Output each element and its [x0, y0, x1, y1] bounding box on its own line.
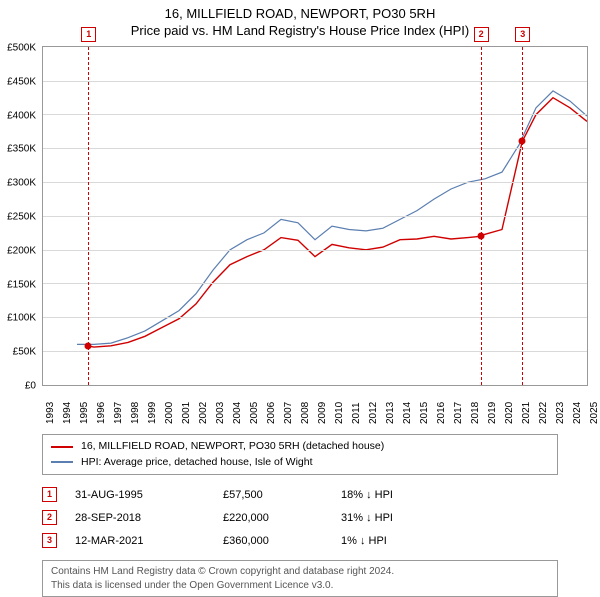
legend-swatch — [51, 461, 73, 463]
gridline-horizontal — [43, 351, 587, 352]
footer-line2: This data is licensed under the Open Gov… — [51, 579, 549, 593]
sale-price: £57,500 — [223, 489, 323, 501]
series-line-property — [88, 97, 587, 346]
figure: 16, MILLFIELD ROAD, NEWPORT, PO30 5RH Pr… — [0, 0, 600, 590]
gridline-horizontal — [43, 81, 587, 82]
y-tick-label: £250K — [7, 212, 36, 223]
gridline-horizontal — [43, 114, 587, 115]
sale-marker-dot — [477, 233, 484, 240]
y-tick-label: £400K — [7, 110, 36, 121]
y-tick-label: £150K — [7, 279, 36, 290]
gridline-horizontal — [43, 216, 587, 217]
y-tick-label: £200K — [7, 245, 36, 256]
sale-price: £360,000 — [223, 535, 323, 547]
sale-row: 1 31-AUG-1995 £57,500 18% ↓ HPI — [42, 483, 558, 506]
sale-marker-line — [88, 47, 89, 385]
sale-row: 2 28-SEP-2018 £220,000 31% ↓ HPI — [42, 506, 558, 529]
y-tick-label: £0 — [25, 381, 36, 392]
sale-row: 3 12-MAR-2021 £360,000 1% ↓ HPI — [42, 529, 558, 552]
sales-table: 1 31-AUG-1995 £57,500 18% ↓ HPI 2 28-SEP-2018… — [42, 483, 558, 552]
sale-marker-dot — [85, 342, 92, 349]
gridline-horizontal — [43, 317, 587, 318]
y-tick-label: £500K — [7, 43, 36, 54]
chart-plot-area: 123 — [42, 46, 588, 386]
gridline-horizontal — [43, 250, 587, 251]
sale-number-box: 3 — [42, 533, 57, 548]
sale-date: 31-AUG-1995 — [75, 489, 205, 501]
sale-diff-vs-hpi: 31% ↓ HPI — [341, 512, 558, 524]
legend-label: 16, MILLFIELD ROAD, NEWPORT, PO30 5RH (d… — [81, 439, 384, 455]
legend: 16, MILLFIELD ROAD, NEWPORT, PO30 5RH (d… — [42, 434, 558, 476]
y-tick-label: £450K — [7, 76, 36, 87]
sale-marker-line — [481, 47, 482, 385]
sale-diff-vs-hpi: 1% ↓ HPI — [341, 535, 558, 547]
gridline-horizontal — [43, 148, 587, 149]
footer-attribution: Contains HM Land Registry data © Crown c… — [42, 560, 558, 597]
sale-number-box: 1 — [42, 487, 57, 502]
sale-marker-dot — [519, 138, 526, 145]
legend-row: HPI: Average price, detached house, Isle… — [51, 455, 549, 471]
sale-marker-box: 1 — [81, 27, 96, 42]
legend-row: 16, MILLFIELD ROAD, NEWPORT, PO30 5RH (d… — [51, 439, 549, 455]
sale-marker-box: 2 — [474, 27, 489, 42]
legend-swatch — [51, 446, 73, 448]
gridline-horizontal — [43, 283, 587, 284]
sale-price: £220,000 — [223, 512, 323, 524]
sale-number-box: 2 — [42, 510, 57, 525]
y-tick-label: £350K — [7, 144, 36, 155]
y-axis-labels: £0£50K£100K£150K£200K£250K£300K£350K£400… — [0, 48, 40, 388]
sale-marker-line — [522, 47, 523, 385]
title-address: 16, MILLFIELD ROAD, NEWPORT, PO30 5RH — [0, 6, 600, 23]
sale-date: 12-MAR-2021 — [75, 535, 205, 547]
series-line-hpi — [77, 91, 587, 345]
footer-line1: Contains HM Land Registry data © Crown c… — [51, 565, 549, 579]
sale-diff-vs-hpi: 18% ↓ HPI — [341, 489, 558, 501]
y-tick-label: £100K — [7, 313, 36, 324]
y-tick-label: £300K — [7, 178, 36, 189]
y-tick-label: £50K — [13, 347, 36, 358]
sale-date: 28-SEP-2018 — [75, 512, 205, 524]
x-axis-labels: 1993199419951996199719981999200020012002… — [42, 386, 588, 426]
sale-marker-box: 3 — [515, 27, 530, 42]
gridline-horizontal — [43, 182, 587, 183]
legend-label: HPI: Average price, detached house, Isle… — [81, 455, 313, 471]
